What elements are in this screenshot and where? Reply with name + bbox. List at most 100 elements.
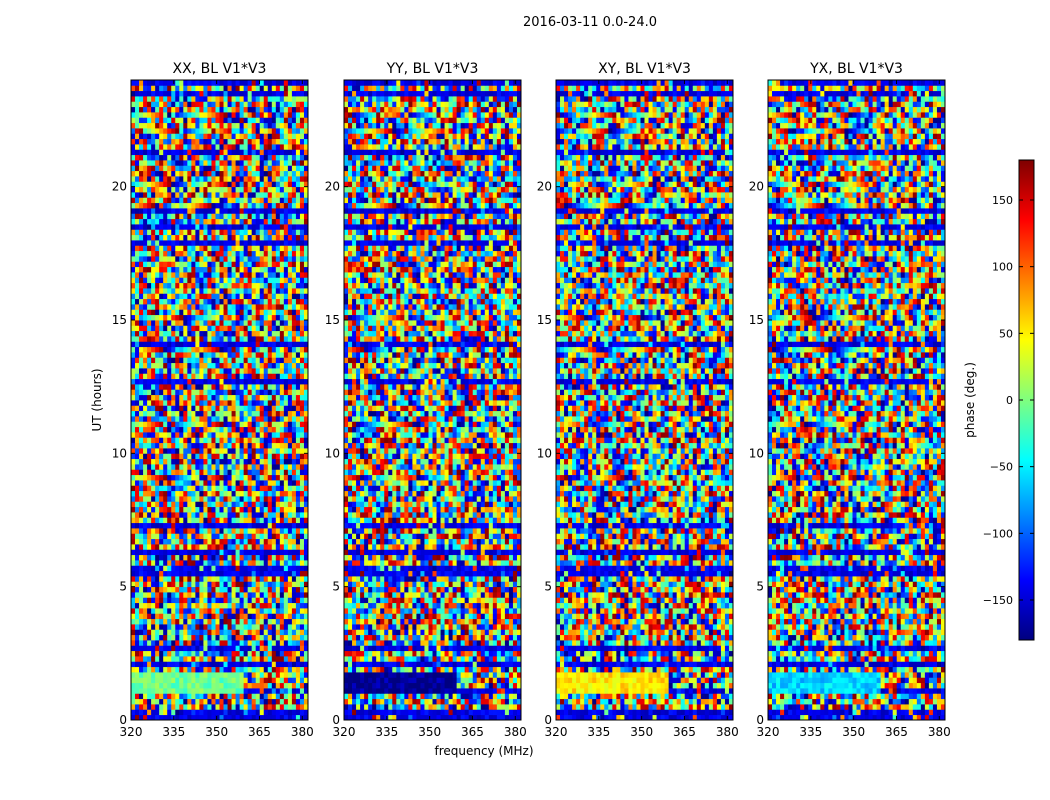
heatmap-cell: [283, 304, 289, 310]
heatmap-cell: [187, 544, 192, 550]
heatmap-cell: [223, 682, 228, 689]
heatmap-cell: [139, 394, 144, 401]
heatmap-cell: [291, 517, 297, 524]
heatmap-cell: [235, 293, 241, 300]
heatmap-cell: [163, 410, 168, 417]
heatmap-cell: [163, 272, 168, 278]
heatmap-cell: [259, 160, 265, 166]
heatmap-cell: [139, 714, 144, 721]
heatmap-cell: [183, 261, 188, 268]
heatmap-cell: [139, 517, 144, 524]
heatmap-cell: [195, 421, 200, 428]
heatmap-cell: [183, 304, 188, 310]
heatmap-cell: [299, 602, 305, 609]
heatmap-cell: [303, 394, 309, 401]
heatmap-cell: [203, 453, 208, 460]
heatmap-cell: [295, 389, 301, 396]
heatmap-cell: [235, 346, 241, 353]
heatmap-cell: [131, 426, 136, 433]
heatmap-cell: [139, 581, 144, 588]
heatmap-cell: [299, 133, 305, 140]
heatmap-cell: [235, 704, 241, 710]
heatmap-cell: [283, 346, 289, 353]
heatmap-cell: [231, 144, 236, 150]
heatmap-cell: [271, 714, 277, 721]
heatmap-cell: [267, 458, 273, 465]
heatmap-cell: [295, 378, 301, 385]
heatmap-cell: [203, 485, 208, 492]
heatmap-cell: [215, 602, 220, 609]
heatmap-cell: [223, 378, 228, 385]
heatmap-cell: [279, 192, 285, 198]
heatmap-cell: [267, 672, 273, 678]
heatmap-cell: [291, 602, 297, 609]
heatmap-cell: [239, 464, 245, 470]
heatmap-cell: [235, 202, 241, 209]
heatmap-cell: [187, 650, 192, 657]
heatmap-cell: [275, 688, 281, 694]
heatmap-cell: [147, 650, 152, 657]
heatmap-cell: [283, 176, 289, 182]
heatmap-cell: [179, 666, 184, 673]
heatmap-cell: [183, 298, 188, 305]
heatmap-cell: [247, 613, 253, 620]
heatmap-cell: [159, 560, 164, 566]
heatmap-cell: [155, 576, 160, 582]
heatmap-cell: [175, 389, 180, 396]
heatmap-cell: [139, 496, 144, 502]
heatmap-cell: [187, 394, 192, 401]
heatmap-cell: [135, 688, 140, 694]
heatmap-cell: [291, 496, 297, 502]
heatmap-cell: [183, 122, 188, 129]
heatmap-cell: [171, 656, 176, 662]
heatmap-cell: [151, 362, 156, 369]
heatmap-cell: [191, 218, 196, 225]
heatmap-cell: [203, 330, 208, 337]
heatmap-cell: [187, 170, 192, 177]
heatmap-cell: [299, 245, 305, 252]
heatmap-cell: [243, 138, 249, 145]
heatmap-cell: [295, 293, 301, 300]
heatmap-cell: [295, 330, 301, 337]
heatmap-cell: [207, 277, 212, 284]
heatmap-cell: [143, 613, 148, 620]
heatmap-cell: [175, 378, 180, 385]
heatmap-cell: [179, 368, 184, 374]
heatmap-cell: [159, 250, 164, 257]
heatmap-cell: [259, 672, 265, 678]
heatmap-cell: [239, 133, 245, 140]
heatmap-cell: [303, 208, 309, 214]
heatmap-cell: [151, 549, 156, 556]
heatmap-cell: [135, 474, 140, 481]
heatmap-cell: [279, 181, 285, 188]
heatmap-cell: [143, 544, 148, 550]
heatmap-cell: [203, 224, 208, 230]
heatmap-cell: [235, 453, 241, 460]
heatmap-cell: [231, 453, 236, 460]
heatmap-cell: [195, 533, 200, 540]
heatmap-cell: [199, 186, 204, 193]
heatmap-cell: [159, 384, 164, 390]
heatmap-cell: [199, 346, 204, 353]
heatmap-cell: [159, 496, 164, 502]
heatmap-cell: [175, 149, 180, 156]
heatmap-cell: [255, 234, 261, 241]
heatmap-cell: [191, 304, 196, 310]
heatmap-cell: [215, 693, 220, 700]
heatmap-cell: [223, 640, 228, 646]
heatmap-cell: [279, 245, 285, 252]
heatmap-cell: [155, 298, 160, 305]
heatmap-cell: [235, 165, 241, 172]
heatmap-cell: [147, 554, 152, 561]
heatmap-cell: [131, 112, 136, 118]
heatmap-cell: [183, 522, 188, 529]
heatmap-cell: [155, 602, 160, 609]
heatmap-cell: [191, 693, 196, 700]
heatmap-cell: [219, 426, 224, 433]
heatmap-cell: [291, 453, 297, 460]
heatmap-cell: [287, 320, 293, 326]
heatmap-cell: [235, 288, 241, 294]
heatmap-cell: [295, 517, 301, 524]
heatmap-cell: [267, 357, 273, 364]
heatmap-cell: [243, 597, 249, 604]
